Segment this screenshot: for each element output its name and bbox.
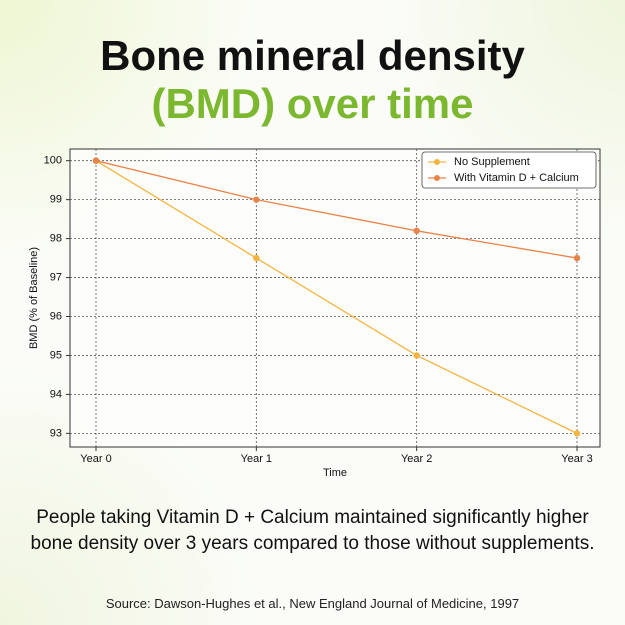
x-tick-label: Year 0 <box>80 453 111 465</box>
source: Source: Dawson-Hughes et al., New Englan… <box>105 596 520 611</box>
y-tick-label: 95 <box>50 349 62 361</box>
data-point <box>253 196 260 203</box>
chart-subtitle: (BMD) over time <box>151 80 474 127</box>
legend-label: No Supplement <box>454 156 530 168</box>
x-tick-label: Year 3 <box>561 453 592 465</box>
y-tick-label: 96 <box>50 310 62 322</box>
x-axis-label: Time <box>323 467 347 479</box>
series-line <box>95 160 578 259</box>
data-point <box>573 430 581 437</box>
legend-box <box>421 151 597 189</box>
y-tick-label: 98 <box>50 233 62 245</box>
data-point <box>253 254 260 262</box>
legend-marker <box>434 175 440 181</box>
series-line <box>95 160 578 434</box>
x-tick-label: Year 2 <box>401 453 432 465</box>
data-point <box>92 157 100 164</box>
legend-label: With Vitamin D + Calcium <box>454 172 579 184</box>
caption: People taking Vitamin D + Calcium mainta… <box>30 507 595 554</box>
y-tick-label: 100 <box>44 155 62 167</box>
legend-marker <box>434 159 440 165</box>
chart-title: Bone mineral density <box>100 32 525 79</box>
y-tick-label: 93 <box>50 427 62 439</box>
y-tick-label: 94 <box>50 388 62 400</box>
y-tick-label: 99 <box>50 194 62 206</box>
x-tick-label: Year 1 <box>241 453 272 465</box>
y-tick-label: 97 <box>50 271 62 283</box>
data-point <box>413 352 420 359</box>
data-point <box>573 254 581 262</box>
data-point <box>413 227 420 235</box>
y-axis-label: BMD (% of Baseline) <box>28 247 40 349</box>
